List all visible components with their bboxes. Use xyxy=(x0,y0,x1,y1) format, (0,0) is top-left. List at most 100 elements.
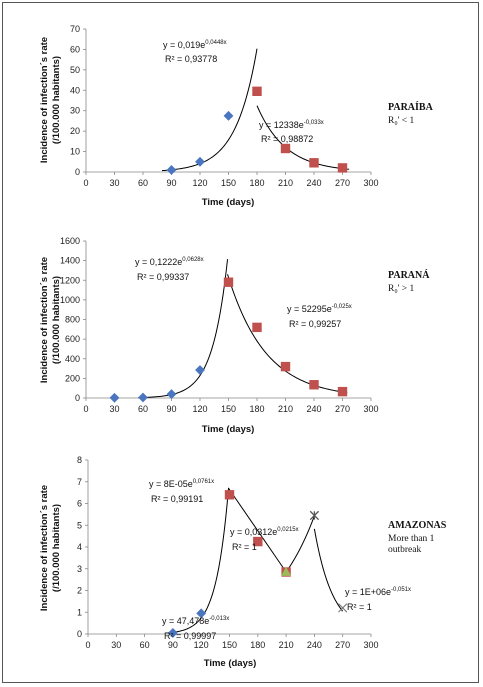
data-point xyxy=(196,608,207,619)
x-tick-label: 210 xyxy=(279,640,294,650)
chart-paraiba: 0 10 20 30 40 50 60 70 0 30 60 90 120 150 180 210 240 270… xyxy=(39,24,434,208)
y-tick-label: 0 xyxy=(77,629,82,639)
x-tick-label: 270 xyxy=(335,178,350,188)
y-tick-label: 3 xyxy=(77,564,82,574)
data-point xyxy=(253,536,263,547)
region-subtitle: R₀' > 1 xyxy=(388,284,414,294)
x-tick-label: 180 xyxy=(249,178,264,188)
y-axis-title: Incidence of infection´s rate(/100.000 h… xyxy=(39,257,62,383)
data-point xyxy=(223,277,234,287)
equation-exponent: 0,0448x xyxy=(205,40,226,46)
equation-exponent: -0,051x xyxy=(391,587,411,593)
x-tick-label: 150 xyxy=(221,404,236,414)
y-tick-label: 800 xyxy=(65,315,80,325)
region-subtitle: outbreak xyxy=(388,545,421,555)
x-tick-label: 60 xyxy=(138,178,148,188)
trendline xyxy=(313,528,344,612)
data-point xyxy=(280,143,291,154)
y-tick-label: 1400 xyxy=(60,256,80,266)
data-point xyxy=(109,392,120,403)
y-tick-label: 5 xyxy=(77,520,82,530)
data-point-stroke xyxy=(338,603,348,613)
x-tick-label: 0 xyxy=(83,178,88,188)
trendline-r2: R² = 0,99337 xyxy=(137,272,189,282)
equation-exponent: 0,0761x xyxy=(193,479,214,485)
x-tick-label: 210 xyxy=(278,178,293,188)
x-tick-label: 300 xyxy=(363,640,378,650)
y-tick-label: 0 xyxy=(75,393,80,403)
trendline-r2: R² = 0,98872 xyxy=(261,134,313,144)
y-tick-label: 50 xyxy=(70,65,80,75)
x-axis-title: Time (days) xyxy=(204,658,257,669)
trendline-equation: y = 47,478e-0,013x xyxy=(162,616,229,626)
data-point xyxy=(223,110,234,121)
x-tick-label: 300 xyxy=(363,178,378,188)
data-point xyxy=(166,389,177,399)
x-tick-label: 150 xyxy=(221,178,236,188)
equation-base: y = 8E-05e xyxy=(149,479,193,489)
x-tick-label: 180 xyxy=(249,404,264,414)
trendline xyxy=(228,487,287,573)
x-tick-label: 120 xyxy=(194,640,209,650)
x-tick-label: 270 xyxy=(335,640,350,650)
y-tick-label: 8 xyxy=(77,455,82,465)
x-tick-label: 240 xyxy=(306,178,321,188)
y-axis-title-line: Incidence of infection´s rate xyxy=(39,485,50,611)
x-tick-label: 90 xyxy=(168,640,178,650)
data-point xyxy=(252,322,262,333)
y-tick-label: 200 xyxy=(65,373,80,383)
x-tick-label: 60 xyxy=(140,640,150,650)
region-subtitle: More than 1 xyxy=(388,534,435,544)
equation-base: y = 1E+06e xyxy=(345,587,391,597)
x-tick-label: 120 xyxy=(192,178,207,188)
y-tick-label: 70 xyxy=(70,24,80,34)
trendline-equation: y = 8E-05e0,0761x xyxy=(149,479,214,489)
data-point xyxy=(167,628,178,638)
equation-base: y = 0,019e xyxy=(163,40,205,50)
equation-exponent: -0,013x xyxy=(209,616,229,622)
y-tick-label: 1200 xyxy=(60,275,80,285)
x-tick-label: 0 xyxy=(85,640,90,650)
x-tick-label: 90 xyxy=(166,404,176,414)
equation-base: y = 12338e xyxy=(259,120,304,130)
trendline-r2: R² = 0,93778 xyxy=(165,54,217,64)
trendline xyxy=(285,515,315,573)
region-title: PARANÁ xyxy=(388,269,430,281)
x-tick-label: 210 xyxy=(278,404,293,414)
data-point xyxy=(338,603,348,613)
trendline-equation: y = 52295e-0,025x xyxy=(287,304,352,314)
equation-base: y = 52295e xyxy=(287,304,332,314)
x-tick-label: 30 xyxy=(109,178,119,188)
data-point xyxy=(252,86,262,97)
y-tick-label: 600 xyxy=(65,334,80,344)
trendline-r2: R² = 1 xyxy=(232,542,257,552)
y-tick-label: 40 xyxy=(70,85,80,95)
equation-base: y = 47,478e xyxy=(162,616,209,626)
trendline xyxy=(168,487,230,634)
data-point xyxy=(166,165,177,175)
y-tick-label: 400 xyxy=(65,354,80,364)
region-title: AMAZONAS xyxy=(388,520,447,531)
y-tick-label: 7 xyxy=(77,477,82,487)
x-tick-label: 30 xyxy=(109,404,119,414)
trendline-r2: R² = 0,99997 xyxy=(164,631,216,641)
data-point xyxy=(337,163,348,173)
trendline xyxy=(138,259,229,399)
x-axis-title: Time (days) xyxy=(202,424,255,435)
equation-exponent: -0,033x xyxy=(304,120,324,126)
equation-base: y = 0,1222e xyxy=(135,257,182,267)
data-point xyxy=(309,158,319,168)
y-tick-label: 0 xyxy=(75,167,80,177)
x-tick-label: 240 xyxy=(306,404,321,414)
data-point xyxy=(337,386,348,397)
x-tick-label: 120 xyxy=(192,404,207,414)
x-tick-label: 300 xyxy=(363,404,378,414)
y-axis-title: Incidence of infection´s rate(/100.000 h… xyxy=(39,485,62,611)
y-tick-label: 6 xyxy=(77,499,82,509)
region-subtitle: R₀' < 1 xyxy=(388,116,414,126)
y-tick-label: 1000 xyxy=(60,295,80,305)
y-tick-label: 20 xyxy=(70,126,80,136)
y-tick-label: 10 xyxy=(70,147,80,157)
x-tick-label: 90 xyxy=(166,178,176,188)
